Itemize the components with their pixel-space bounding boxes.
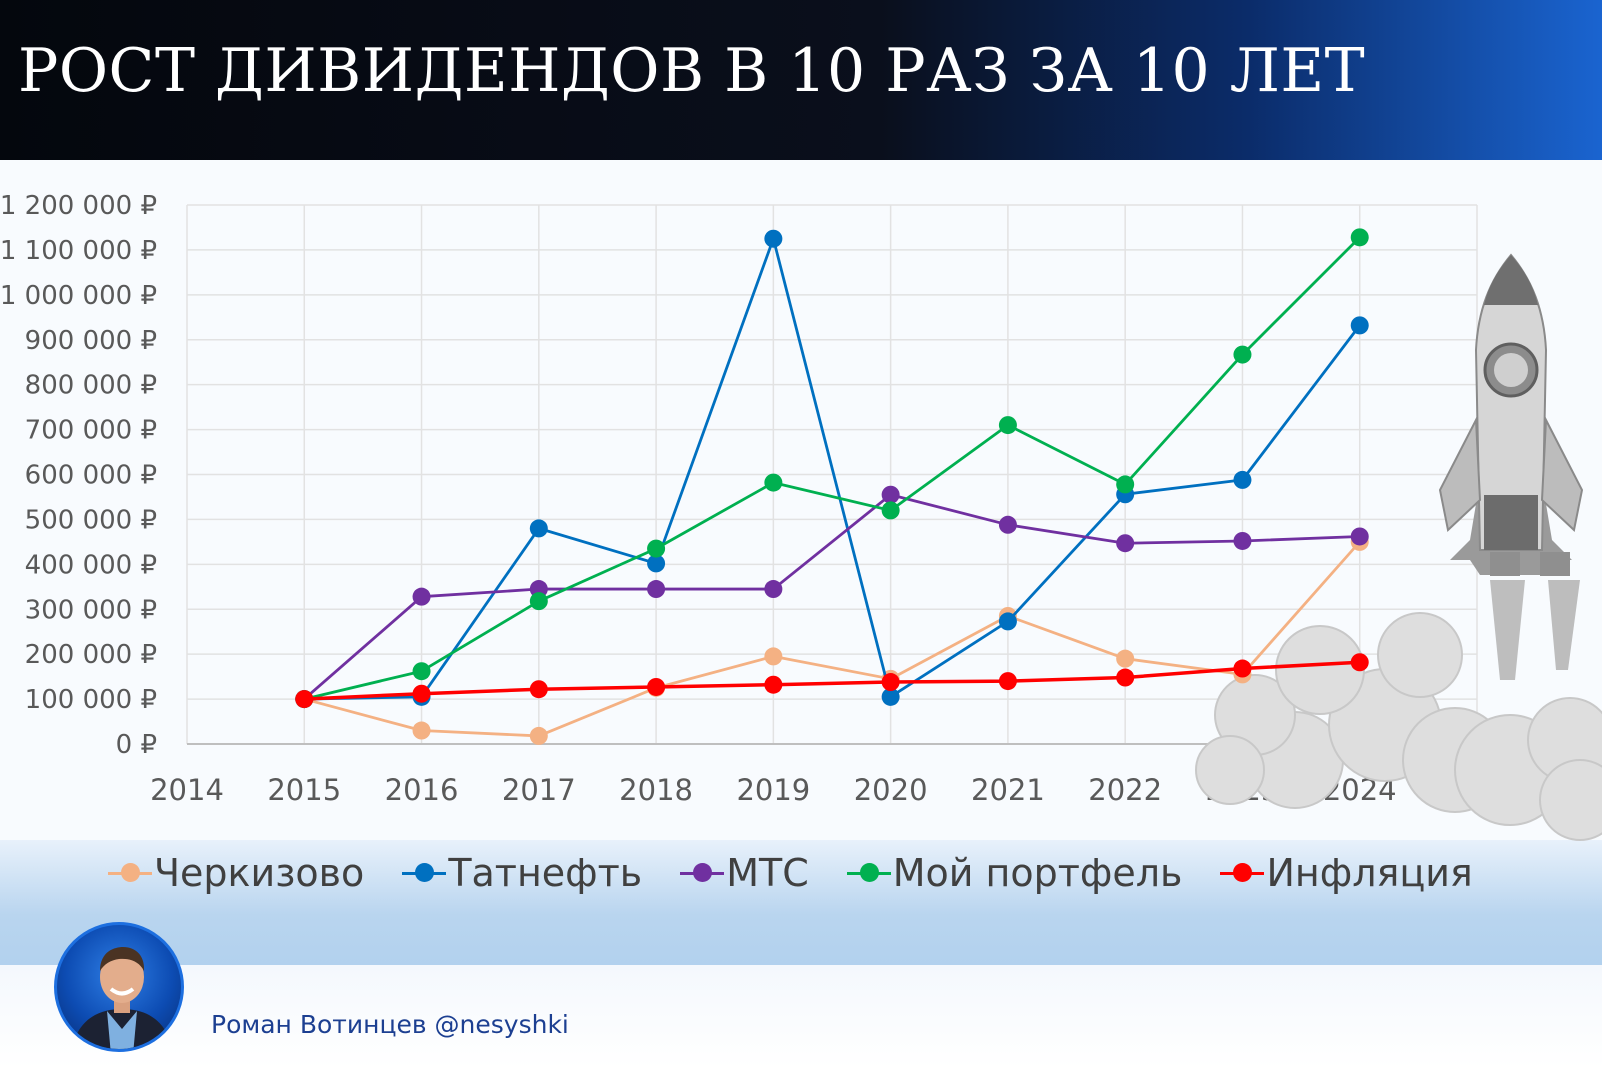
data-point	[998, 672, 1017, 691]
author-avatar	[54, 922, 184, 1052]
data-point	[764, 675, 783, 694]
series-line	[303, 540, 1361, 738]
line-chart: 0 ₽ 100 000 ₽ 200 000 ₽ 300 000 ₽ 400 000 ₽ 5…	[0, 160, 1602, 841]
data-point	[1233, 345, 1252, 364]
y-tick-label: 1 100 000 ₽	[0, 236, 157, 266]
y-tick-label: 400 000 ₽	[25, 550, 157, 580]
legend-marker-mts	[680, 863, 725, 883]
data-point	[764, 473, 783, 492]
x-tick-label: 2015	[267, 773, 341, 807]
x-tick-label: 2022	[1088, 773, 1162, 807]
legend-label-cherkizovo: Черкизово	[154, 851, 365, 895]
data-point	[1233, 470, 1252, 489]
legend-label-inflation: Инфляция	[1266, 851, 1473, 895]
series-line	[303, 493, 1360, 701]
y-tick-label: 100 000 ₽	[25, 685, 157, 715]
legend-item-mts: МТС	[680, 851, 809, 895]
y-tick-label: 1 200 000 ₽	[0, 191, 157, 221]
header-banner: РОСТ ДИВИДЕНДОВ В 10 РАЗ ЗА 10 ЛЕТ	[0, 0, 1602, 160]
legend-marker-cherkizovo	[108, 863, 152, 883]
legend-item-my-portfolio: Мой портфель	[846, 851, 1183, 895]
data-point	[1233, 531, 1252, 550]
data-point	[529, 519, 548, 538]
series-4	[295, 653, 1369, 709]
x-tick-label: 2016	[385, 773, 459, 807]
data-point	[764, 580, 783, 599]
data-point	[529, 592, 548, 611]
data-point	[881, 485, 900, 504]
data-point	[1116, 668, 1135, 687]
y-tick-label: 800 000 ₽	[25, 371, 157, 401]
x-tick-label: 2014	[150, 773, 224, 807]
data-point	[647, 554, 666, 573]
y-tick-label: 300 000 ₽	[25, 595, 157, 625]
y-tick-label: 500 000 ₽	[25, 505, 157, 535]
x-tick-label: 2020	[854, 773, 928, 807]
y-tick-label: 1 000 000 ₽	[0, 281, 157, 311]
data-point	[295, 690, 314, 709]
data-point	[998, 515, 1017, 534]
smoke-cloud	[1195, 612, 1602, 841]
legend-label-tatneft: Татнефть	[448, 851, 643, 895]
y-tick-label: 200 000 ₽	[25, 640, 157, 670]
series-2	[295, 485, 1369, 709]
data-point	[647, 580, 666, 599]
data-point	[529, 726, 548, 745]
background-bottom	[0, 965, 1602, 1068]
data-point	[412, 587, 431, 606]
data-point	[1116, 649, 1135, 668]
data-point	[764, 647, 783, 666]
legend-item-cherkizovo: Черкизово	[108, 851, 364, 895]
data-point	[998, 612, 1017, 631]
legend-marker-tatneft	[402, 863, 447, 883]
data-point	[647, 539, 666, 558]
rocket-illustration	[1195, 253, 1602, 841]
rocket-body	[1438, 253, 1584, 576]
data-point	[881, 673, 900, 692]
legend-marker-my-portfolio	[846, 863, 891, 883]
data-point	[529, 680, 548, 699]
data-point	[1350, 653, 1369, 672]
y-tick-label: 900 000 ₽	[25, 326, 157, 356]
page-title: РОСТ ДИВИДЕНДОВ В 10 РАЗ ЗА 10 ЛЕТ	[18, 36, 1366, 106]
y-tick-label: 0 ₽	[116, 730, 157, 760]
data-point	[412, 684, 431, 703]
y-tick-label: 600 000 ₽	[25, 461, 157, 491]
y-tick-label: 700 000 ₽	[25, 416, 157, 446]
data-point	[1350, 316, 1369, 335]
x-tick-label: 2018	[619, 773, 693, 807]
series-line	[303, 236, 1361, 701]
data-point	[1350, 228, 1369, 247]
data-point	[1116, 475, 1135, 494]
data-point	[412, 721, 431, 740]
data-point	[412, 662, 431, 681]
data-point	[998, 416, 1017, 435]
person-icon	[72, 947, 172, 1049]
author-credit: Роман Вотинцев @nesyshki	[211, 1010, 569, 1039]
data-point	[881, 687, 900, 706]
legend-label-mts: МТС	[726, 851, 809, 895]
data-point	[1350, 527, 1369, 546]
series-line	[304, 660, 1360, 701]
data-point	[764, 229, 783, 248]
legend-marker-inflation	[1220, 863, 1265, 883]
data-point	[881, 501, 900, 520]
background-band	[0, 840, 1602, 965]
x-tick-label: 2021	[971, 773, 1045, 807]
x-tick-label: 2019	[736, 773, 810, 807]
legend-label-my-portfolio: Мой портфель	[892, 851, 1183, 895]
data-point	[647, 677, 666, 696]
data-point	[1116, 534, 1135, 553]
legend-item-inflation: Инфляция	[1220, 851, 1473, 895]
legend-item-tatneft: Татнефть	[402, 851, 642, 895]
series-line	[304, 237, 1361, 701]
chart-legend: Черкизово Татнефть МТС Мой портфель Инфл…	[108, 848, 1473, 898]
data-point	[1233, 659, 1252, 678]
x-tick-label: 2017	[502, 773, 576, 807]
rocket-flames	[1490, 580, 1580, 680]
